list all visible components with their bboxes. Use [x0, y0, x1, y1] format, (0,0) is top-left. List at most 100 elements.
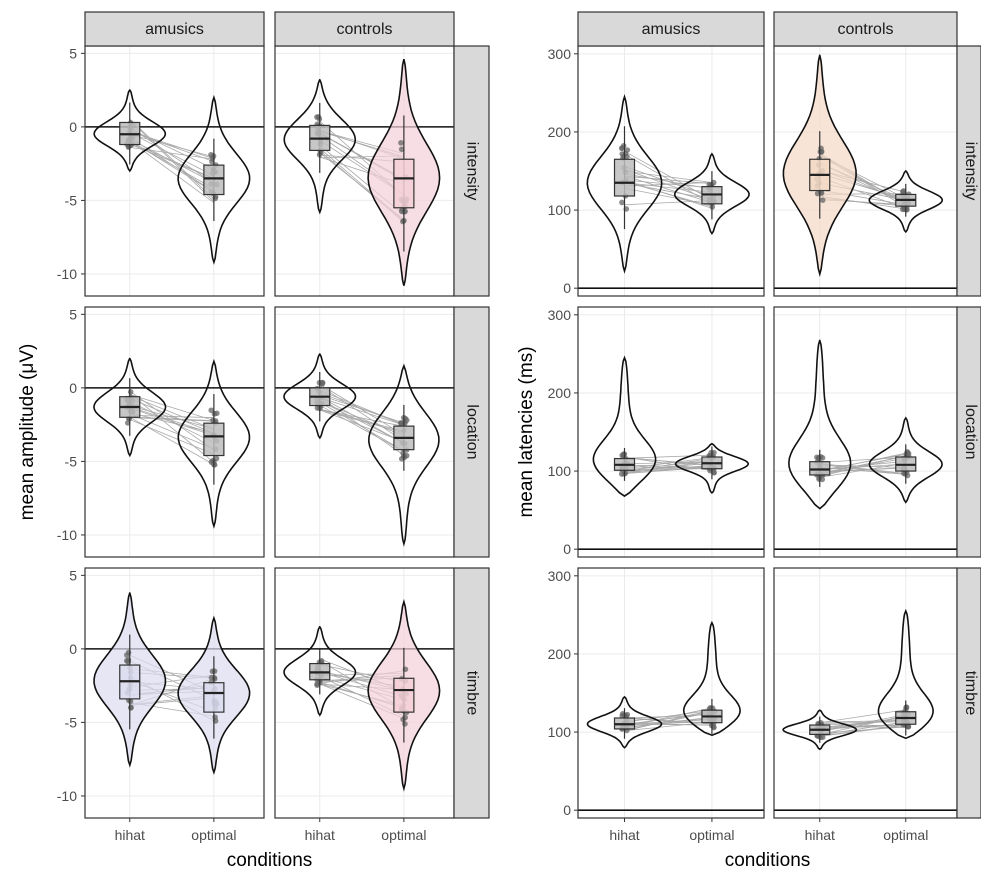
data-point [619, 151, 626, 157]
paired-line [129, 419, 215, 455]
column-strip [274, 11, 455, 47]
column-strip [577, 11, 765, 47]
row-strip [453, 45, 490, 297]
latency-panel: 300 200 100 0 300 200 100 0 300 200 100 0 amusics con… [516, 11, 981, 871]
paired-line [129, 407, 215, 437]
paired-line [319, 408, 404, 432]
data-point [619, 199, 625, 206]
paired-line [624, 467, 712, 472]
data-point [400, 218, 406, 225]
paired-line [624, 717, 712, 725]
paired-line [819, 464, 906, 468]
violin-optimal [877, 608, 934, 740]
data-point [127, 389, 134, 395]
x-tick-label: hihat [115, 827, 145, 843]
y-tick-label: 300 [548, 46, 572, 62]
paired-line [129, 406, 215, 435]
paired-line [624, 721, 712, 732]
data-point [398, 140, 404, 146]
y-tick-label: 0 [563, 280, 571, 296]
violin-hihat [283, 626, 357, 717]
amplitude-cell-controls-intensity [274, 45, 455, 297]
row-strip-label: location [463, 404, 480, 459]
data-point [124, 652, 130, 658]
paired-line [819, 721, 906, 736]
panel-border [577, 567, 765, 819]
violin-hihat [93, 89, 167, 173]
data-point [398, 420, 404, 427]
data-point [211, 676, 218, 682]
boxplot-optimal [203, 422, 225, 457]
x-tick-label: optimal [381, 827, 426, 843]
data-point [402, 208, 408, 215]
y-tick-label: 200 [548, 646, 572, 662]
amplitude-cell-amusics-timbre [84, 567, 265, 819]
latency-cell-controls-location [773, 306, 958, 558]
data-point [314, 681, 320, 687]
column-strip [84, 11, 265, 47]
x-tick-label: hihat [805, 827, 835, 843]
y-tick-label: 5 [69, 306, 77, 322]
plot-background [578, 568, 764, 818]
violin-hihat [592, 355, 657, 498]
violin-hihat [782, 709, 858, 751]
data-point [400, 716, 406, 723]
paired-line [129, 397, 215, 434]
paired-line [129, 416, 214, 422]
row-strip-label: location [962, 404, 979, 459]
paired-line [624, 170, 712, 183]
paired-line [624, 707, 713, 728]
x-tick-label: optimal [689, 827, 734, 843]
row-strip [956, 567, 981, 819]
paired-line [319, 409, 404, 434]
paired-line [624, 456, 712, 471]
plot-background [774, 307, 957, 557]
column-strip-label: controls [837, 21, 893, 38]
y-tick-label: 5 [69, 45, 77, 61]
boxplot-optimal [203, 164, 225, 196]
violin-optimal [177, 358, 251, 529]
y-tick-label: 0 [563, 541, 571, 557]
plot-background [85, 307, 264, 557]
paired-line [319, 385, 405, 442]
amplitude-panel: 5 0 -5 -10 5 0 -5 -10 5 0 -5 -10 amusics controls inte… [17, 11, 490, 871]
data-point [900, 188, 907, 194]
y-tick-label: 200 [548, 385, 572, 401]
paired-line [624, 721, 712, 726]
data-point [618, 145, 625, 152]
y-tick-label: -5 [65, 714, 78, 730]
paired-line [819, 462, 906, 478]
y-tick-label: 0 [69, 119, 77, 135]
x-tick-label: hihat [305, 827, 335, 843]
paired-line [819, 466, 906, 475]
paired-line [819, 725, 906, 728]
paired-line [624, 712, 712, 725]
amplitude-cell-controls-location [274, 306, 455, 558]
paired-line [819, 453, 906, 471]
paired-line [319, 396, 405, 456]
paired-line [129, 140, 215, 193]
latency-cell-amusics-location [577, 306, 765, 558]
violin-optimal [367, 363, 440, 547]
x-axis-label: conditions [725, 850, 811, 871]
row-strip-label: timbre [962, 671, 979, 716]
paired-line [624, 457, 712, 470]
paired-line [129, 393, 215, 463]
row-strip [956, 45, 981, 297]
x-axis-label: conditions [227, 850, 313, 871]
data-point [905, 723, 911, 730]
paired-line [129, 417, 214, 422]
paired-line [129, 118, 215, 200]
y-tick-label: 100 [548, 202, 572, 218]
y-tick-label: -10 [57, 266, 77, 282]
column-strip [773, 11, 958, 47]
paired-line [319, 392, 405, 425]
panel-border [84, 567, 265, 819]
y-tick-label: 100 [548, 724, 572, 740]
latency-cell-amusics-timbre [577, 567, 765, 819]
paired-line [819, 724, 906, 729]
data-point [903, 704, 910, 710]
panel-border [84, 306, 265, 558]
y-axis-label: mean latencies (ms) [516, 346, 537, 517]
